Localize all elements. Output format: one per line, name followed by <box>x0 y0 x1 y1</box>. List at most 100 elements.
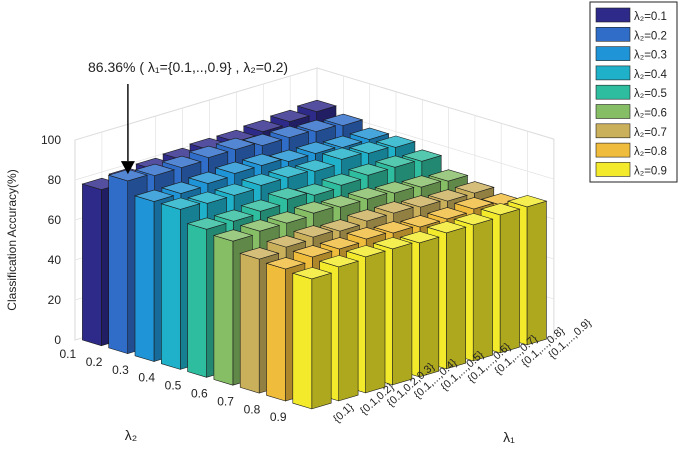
bar-top-face <box>399 215 441 228</box>
x-tick-label: 0.5 <box>165 379 182 393</box>
bar-top-face <box>160 181 202 194</box>
bar-top-face <box>374 181 415 194</box>
bar-top-face <box>375 135 416 148</box>
legend-swatch <box>595 162 631 177</box>
bar-top-face <box>215 137 256 150</box>
bar-top-face <box>291 267 333 280</box>
bar-top-face <box>296 99 338 113</box>
bar-front-face <box>187 223 207 378</box>
bar-top-face <box>266 211 308 224</box>
bar-top-face <box>321 147 363 160</box>
bar-top-face <box>292 225 334 238</box>
bar-top-face <box>213 209 254 222</box>
legend-label: λ₂=0.9 <box>634 165 667 177</box>
annotation: 86.36% ( λ₁={0.1,..,0.9} , λ₂=0.2) <box>88 59 288 175</box>
bar-top-face <box>320 195 361 208</box>
legend-swatch <box>595 65 631 81</box>
bar-top-face <box>480 203 521 216</box>
legend-label: λ₂=0.8 <box>634 146 667 158</box>
bar-top-face <box>349 127 390 140</box>
bar-top-face <box>266 235 307 248</box>
legend-swatch <box>595 26 631 42</box>
bar-top-face <box>269 125 310 138</box>
z-tick-label: 20 <box>48 293 62 307</box>
bar-top-face <box>426 207 468 220</box>
bar-front-face <box>161 203 181 370</box>
bar-top-face <box>373 201 415 214</box>
z-tick-label: 60 <box>48 213 62 227</box>
bar-top-face <box>318 255 360 268</box>
legend-swatch <box>595 104 631 119</box>
bar-top-face <box>401 175 442 188</box>
legend-swatch <box>595 7 631 23</box>
bar-top-face <box>322 113 364 126</box>
bar-front-face <box>292 272 313 410</box>
legend-swatch <box>595 123 631 139</box>
bar-front-face <box>239 252 260 394</box>
bar-top-face <box>214 183 255 196</box>
legend-label: λ₂=0.3 <box>634 50 667 62</box>
annotation-arrow-head <box>120 161 135 175</box>
bar-top-face <box>346 209 388 222</box>
bar-top-face <box>240 173 282 186</box>
y-axis-label: λ₁ <box>503 429 515 445</box>
x-tick-label: 0.2 <box>86 355 103 369</box>
bar-top-face <box>242 133 283 146</box>
bar-front-face <box>108 174 128 355</box>
y-tick-label: {0.1} <box>331 401 356 425</box>
bar-top-face <box>241 153 283 166</box>
bar-top-face <box>454 181 495 194</box>
bar-top-face <box>453 213 494 226</box>
bar-top-face <box>348 141 390 154</box>
bar-top-face <box>453 197 495 210</box>
bar-top-face <box>506 195 548 208</box>
bar-side-face <box>338 260 359 402</box>
bar-top-face <box>267 187 308 200</box>
bar-top-face <box>321 173 362 186</box>
bar-top-face <box>428 169 469 182</box>
legend-swatch <box>595 142 631 158</box>
legend-label: λ₂=0.7 <box>634 127 667 139</box>
z-axis-label: Classification Accuracy(%) <box>5 169 19 310</box>
bar-top-face <box>242 119 284 133</box>
bar-front-face <box>266 262 286 402</box>
bar-top-face <box>133 189 175 202</box>
bar-top-face <box>187 191 228 204</box>
bar-front-face <box>213 235 234 386</box>
bar-top-face <box>187 171 229 184</box>
bar-top-face <box>401 149 443 162</box>
bar-top-face <box>345 245 387 258</box>
bar-front-face <box>134 195 155 362</box>
bar-top-face <box>372 237 413 250</box>
bar-top-face <box>347 163 389 176</box>
x-tick-label: 0.4 <box>138 371 155 385</box>
bar-top-face <box>293 201 335 214</box>
bar-top-face <box>319 219 361 232</box>
legend-swatch <box>595 46 631 61</box>
bar-top-face <box>319 237 360 250</box>
x-tick-label: 0.6 <box>191 386 208 400</box>
bar-top-face <box>161 155 202 168</box>
legend-label: λ₂=0.1 <box>634 11 667 23</box>
legend-label: λ₂=0.2 <box>634 30 667 42</box>
bar-top-face <box>186 217 228 230</box>
bar-top-face <box>400 195 442 208</box>
bar-side-face <box>526 200 547 346</box>
bar-top-face <box>160 197 201 210</box>
bar-top-face <box>346 227 387 240</box>
bar-top-face <box>322 135 363 148</box>
z-tick-label: 40 <box>48 253 62 267</box>
legend-label: λ₂=0.5 <box>634 88 667 100</box>
bar-top-face <box>294 159 336 172</box>
legend-swatch <box>595 84 631 100</box>
bar-top-face <box>295 141 336 154</box>
bar-side-face <box>472 218 493 362</box>
bar-top-face <box>134 163 176 176</box>
bar-top-face <box>269 109 311 123</box>
bar-top-face <box>240 199 281 212</box>
bar-top-face <box>268 149 309 162</box>
bar-side-face <box>392 242 413 386</box>
x-tick-label: 0.1 <box>59 347 76 361</box>
